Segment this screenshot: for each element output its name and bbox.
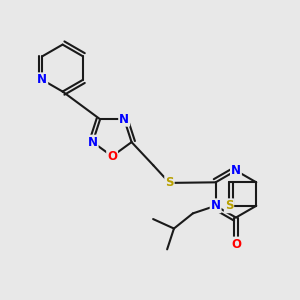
Text: N: N — [231, 164, 241, 177]
Text: S: S — [165, 176, 174, 189]
Text: N: N — [88, 136, 98, 148]
Text: S: S — [225, 199, 233, 212]
Text: O: O — [107, 150, 117, 163]
Text: N: N — [119, 113, 129, 126]
Text: O: O — [231, 238, 241, 250]
Text: N: N — [211, 199, 220, 212]
Text: N: N — [37, 73, 47, 86]
